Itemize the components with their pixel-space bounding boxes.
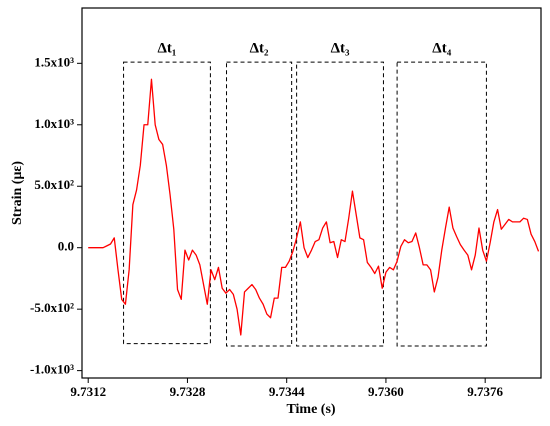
data-line — [88, 78, 540, 336]
interval-label: Δt₃ — [331, 41, 350, 57]
interval-label: Δt₁ — [158, 41, 177, 57]
y-tick-label: 0.0 — [58, 239, 74, 254]
y-tick-label: -5.0x10² — [30, 300, 74, 315]
x-tick-label: 9.7312 — [70, 384, 106, 399]
y-tick-label: 1.5x10³ — [34, 54, 74, 69]
y-tick-label: 5.0x10² — [34, 177, 74, 192]
plot-frame — [81, 7, 542, 379]
x-tick-label: 9.7344 — [269, 384, 305, 399]
x-tick-label: 9.7376 — [467, 384, 503, 399]
y-tick-label: 1.0x10³ — [34, 116, 74, 131]
x-tick-label: 9.7360 — [368, 384, 404, 399]
interval-label: Δt₄ — [432, 41, 451, 57]
y-axis-label: Strain (με) — [10, 161, 25, 225]
interval-box — [296, 61, 384, 347]
interval-box — [123, 61, 211, 345]
y-tick-label: -1.0x10³ — [30, 362, 74, 377]
interval-label: Δt₂ — [250, 41, 269, 57]
x-axis-label: Time (s) — [286, 402, 335, 417]
interval-box — [396, 61, 487, 347]
x-tick-label: 9.7328 — [170, 384, 206, 399]
interval-box — [226, 61, 293, 347]
